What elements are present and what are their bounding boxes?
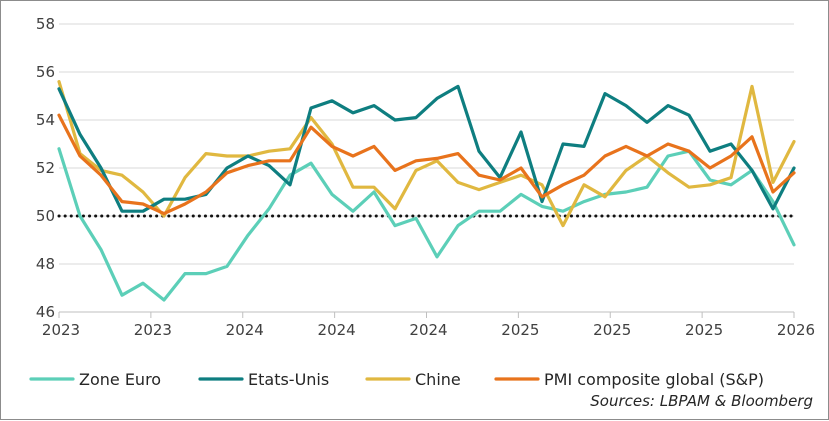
y-axis-ticks: 46 48 50 52 54 56 58 [36, 15, 55, 321]
series-lines [57, 79, 796, 302]
x-tick-label: 2023 [134, 321, 172, 339]
series-line-2 [57, 79, 796, 228]
series-line-3 [57, 113, 796, 216]
x-tick-label: 2026 [777, 321, 815, 339]
y-tick-label: 48 [36, 255, 55, 273]
y-tick-label: 54 [36, 111, 55, 129]
y-tick-label: 50 [36, 207, 55, 225]
x-tick-label: 2024 [318, 321, 356, 339]
x-axis-ticks: 2023 2023 2024 2024 2024 2025 2025 2025 2026 [42, 312, 815, 339]
legend-label: Chine [415, 370, 461, 389]
x-tick-label: 2025 [685, 321, 723, 339]
legend-label: Etats-Unis [248, 370, 329, 389]
source-note: Sources: LBPAM & Bloomberg [590, 392, 813, 410]
y-tick-label: 46 [36, 303, 55, 321]
x-tick-label: 2025 [593, 321, 631, 339]
legend-label: PMI composite global (S&P) [544, 370, 764, 389]
x-tick-label: 2024 [226, 321, 264, 339]
legend-label: Zone Euro [79, 370, 161, 389]
y-tick-label: 56 [36, 63, 55, 81]
y-tick-label: 52 [36, 159, 55, 177]
grid-lines [59, 23, 794, 265]
x-tick-label: 2024 [409, 321, 447, 339]
series-line-1 [57, 84, 796, 213]
x-tick-label: 2025 [501, 321, 539, 339]
legend: Zone Euro Etats-Unis Chine PMI composite gl… [29, 370, 764, 389]
x-tick-label: 2023 [42, 321, 80, 339]
series-line-0 [57, 147, 796, 302]
y-tick-label: 58 [36, 15, 55, 33]
